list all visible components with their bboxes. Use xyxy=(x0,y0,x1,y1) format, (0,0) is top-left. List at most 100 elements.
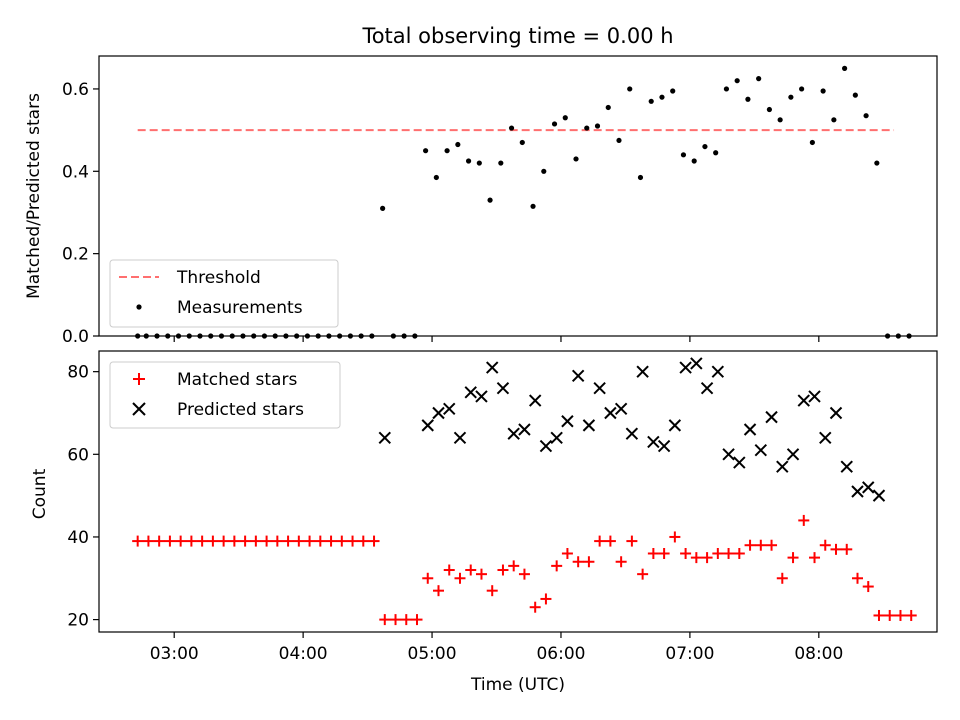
matched-star-marker xyxy=(561,547,573,559)
matched-star-marker xyxy=(508,560,520,572)
measurements-legend-label: Measurements xyxy=(177,298,303,318)
predicted-star-marker xyxy=(636,365,649,378)
measurement-point xyxy=(637,174,644,181)
matched-star-marker xyxy=(690,552,702,564)
matched-star-marker xyxy=(551,560,563,572)
measurement-point xyxy=(863,113,869,119)
measurement-point xyxy=(455,141,461,148)
matched-star-marker xyxy=(164,535,176,547)
matched-star-marker xyxy=(798,514,810,526)
count-x-ticks: 03:00 04:00 05:00 06:00 07:00 08:00 xyxy=(150,632,843,664)
matched-star-marker xyxy=(733,547,745,559)
measurement-point xyxy=(648,98,654,104)
count-y-tick-label: 60 xyxy=(67,445,89,465)
matched-star-marker xyxy=(261,535,273,547)
predicted-legend-label: Predicted stars xyxy=(177,400,304,420)
measurement-point xyxy=(541,168,547,174)
predicted-star-marker xyxy=(647,435,660,449)
matched-star-marker xyxy=(475,568,487,580)
measurement-point xyxy=(874,160,880,166)
ratio-x-ticks xyxy=(173,336,820,342)
ratio-y-tick-label: 0.4 xyxy=(62,162,89,182)
matched-star-marker xyxy=(153,535,165,547)
predicted-star-marker xyxy=(754,443,768,457)
matched-star-marker xyxy=(862,581,874,593)
measurement-point xyxy=(508,125,515,131)
matched-star-marker xyxy=(293,535,305,547)
measurement-point xyxy=(702,143,708,150)
matched-star-marker xyxy=(250,535,262,547)
measurement-point xyxy=(498,160,504,166)
measurement-point xyxy=(691,158,697,164)
matched-star-marker xyxy=(497,564,509,576)
measurement-point xyxy=(562,115,568,121)
count-y-tick-label: 20 xyxy=(67,611,89,631)
measurement-point xyxy=(433,174,439,181)
measurement-point xyxy=(551,121,558,127)
predicted-star-marker xyxy=(722,448,735,461)
matched-star-marker xyxy=(701,552,713,564)
ratio-y-tick-label: 0.0 xyxy=(62,327,89,347)
measurement-point xyxy=(584,125,590,131)
matched-legend-swatch xyxy=(133,373,145,385)
matched-star-marker xyxy=(647,547,659,559)
matched-star-marker xyxy=(185,535,197,547)
ratio-y-tick-label: 0.2 xyxy=(62,245,89,265)
matched-star-marker xyxy=(637,568,649,580)
predicted-star-marker xyxy=(840,460,853,473)
matched-star-marker xyxy=(443,564,455,576)
matched-star-marker xyxy=(465,564,477,576)
predicted-star-marker xyxy=(539,439,553,453)
matched-star-marker xyxy=(830,543,842,555)
matched-star-marker xyxy=(379,614,391,626)
threshold-legend-label: Threshold xyxy=(176,268,261,288)
x-axis-label: Time (UTC) xyxy=(470,675,565,695)
predicted-star-marker xyxy=(808,390,821,403)
measurement-point xyxy=(842,65,848,71)
predicted-star-marker xyxy=(453,431,467,444)
matched-star-marker xyxy=(615,556,627,568)
count-legend-box xyxy=(109,361,341,429)
predicted-star-marker xyxy=(443,402,456,416)
matched-legend-label: Matched stars xyxy=(177,370,297,390)
count-x-tick-label: 06:00 xyxy=(536,644,585,664)
matched-star-marker xyxy=(819,539,831,551)
predicted-star-marker xyxy=(690,357,703,370)
count-x-tick-label: 05:00 xyxy=(408,644,457,664)
matched-star-marker xyxy=(905,609,917,621)
matched-star-marker xyxy=(766,539,778,551)
matched-star-marker xyxy=(175,535,187,547)
measurement-point xyxy=(713,150,719,156)
matched-star-marker xyxy=(325,535,337,547)
predicted-star-marker xyxy=(700,381,714,395)
matched-star-marker xyxy=(411,614,423,626)
predicted-star-marker xyxy=(765,410,778,424)
predicted-star-marker xyxy=(475,390,488,403)
matched-star-marker xyxy=(529,601,541,613)
matched-star-marker xyxy=(390,614,402,626)
measurement-point xyxy=(616,137,622,144)
predicted-star-marker xyxy=(829,406,843,420)
matched-star-marker xyxy=(540,593,552,605)
matched-star-marker xyxy=(368,535,380,547)
measurement-point xyxy=(766,106,773,113)
measurement-point xyxy=(380,205,386,211)
matched-star-marker xyxy=(755,539,767,551)
count-y-ticks: 20 40 60 80 xyxy=(67,363,99,631)
predicted-legend-swatch xyxy=(132,402,146,416)
measurement-point xyxy=(680,152,687,158)
matched-star-marker xyxy=(314,535,326,547)
predicted-star-marker xyxy=(593,381,606,395)
matched-star-marker xyxy=(454,572,466,584)
predicted-star-marker xyxy=(421,419,434,432)
ratio-legend: Threshold Measurements xyxy=(109,259,339,328)
predicted-star-marker xyxy=(625,427,639,440)
predicted-star-marker xyxy=(733,456,746,469)
predicted-star-marker xyxy=(378,431,391,444)
predicted-star-marker xyxy=(432,406,445,420)
matched-star-marker xyxy=(658,547,670,559)
count-y-tick-label: 80 xyxy=(67,363,89,383)
count-y-axis-label: Count xyxy=(30,468,50,519)
matched-star-marker xyxy=(196,535,208,547)
